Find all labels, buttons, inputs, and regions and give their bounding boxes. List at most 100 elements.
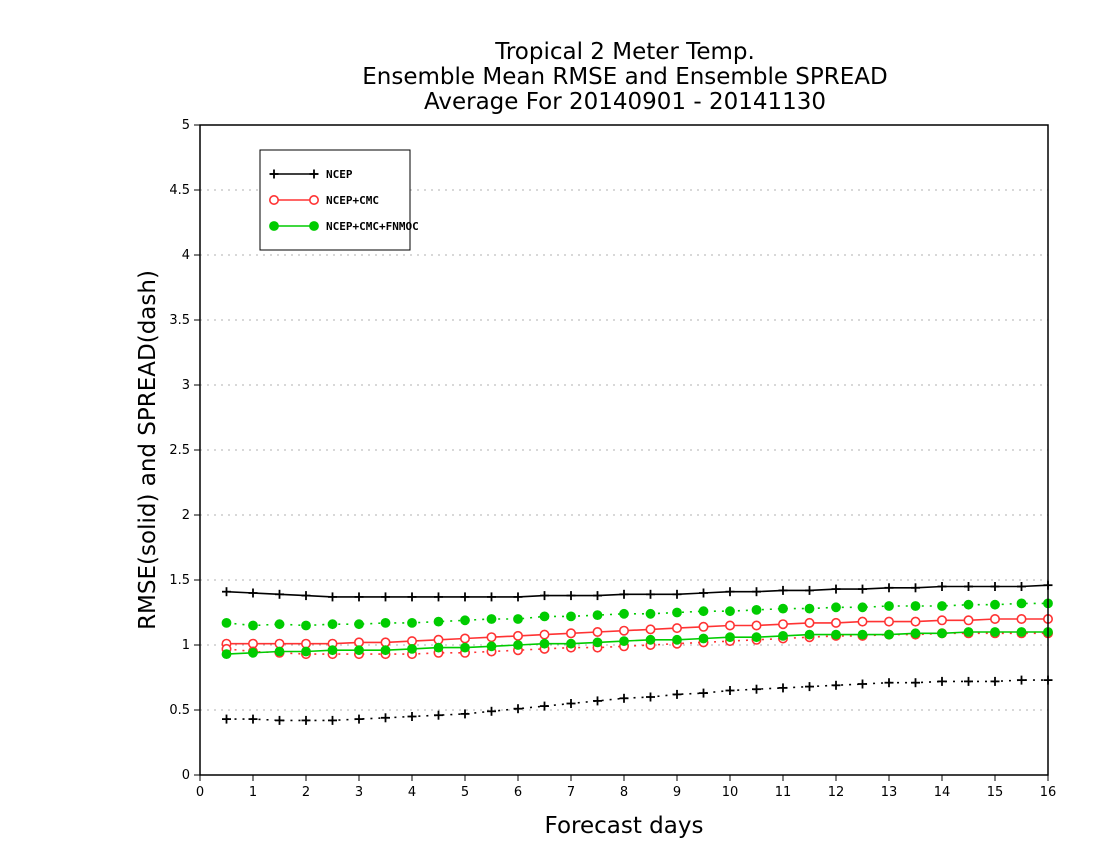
x-tick-label: 9 (673, 785, 681, 800)
x-tick-label: 11 (775, 785, 792, 800)
y-tick-label: 0.5 (169, 703, 190, 718)
series-point (963, 627, 974, 637)
series-point (327, 645, 338, 656)
series-point (308, 195, 319, 206)
series-point (487, 592, 496, 602)
series-line (226, 602, 1048, 627)
series-point (619, 608, 629, 619)
series-point (778, 683, 788, 693)
series-point (857, 602, 868, 613)
series-point (964, 582, 973, 591)
series-point (778, 603, 788, 614)
series-point (381, 592, 390, 602)
series-point (593, 696, 602, 706)
series-point (884, 601, 894, 611)
series-point (434, 710, 443, 720)
series-point (269, 221, 279, 231)
series-point (751, 620, 762, 631)
series-point (1017, 582, 1026, 591)
series-point (937, 582, 947, 591)
series-line (226, 679, 1048, 722)
series-point (433, 642, 444, 653)
chart-title-line-2: Ensemble Mean RMSE and Ensemble SPREAD (362, 64, 887, 90)
y-tick-label: 4 (182, 248, 190, 263)
y-tick-label: 1.5 (169, 573, 190, 588)
series-point (725, 632, 735, 643)
series-point (778, 585, 788, 595)
series-point (460, 592, 470, 602)
series-point (381, 713, 390, 723)
series-point (1016, 627, 1027, 637)
series-point (248, 714, 258, 724)
x-tick-label: 7 (567, 785, 575, 800)
series-point (221, 649, 232, 659)
series-point (354, 592, 364, 602)
series-line (226, 584, 1049, 598)
series-point (565, 628, 576, 639)
x-tick-label: 1 (249, 785, 257, 800)
series-point (301, 620, 311, 631)
series-point (964, 676, 973, 686)
series-point (698, 621, 709, 632)
series-point (672, 689, 682, 699)
y-tick-label: 3 (182, 378, 190, 393)
x-tick-label: 10 (722, 785, 739, 800)
y-tick-label: 1 (182, 638, 190, 653)
series-point (274, 619, 285, 630)
series-point (592, 637, 603, 648)
series-point (804, 629, 815, 640)
series-point (910, 601, 921, 611)
series-point (460, 642, 470, 653)
series-point (540, 591, 549, 601)
series-point (752, 587, 761, 597)
series-point (269, 169, 279, 179)
series-point (407, 644, 417, 654)
series-point (857, 616, 868, 627)
series-point (354, 714, 364, 724)
series-point (646, 589, 655, 599)
legend-item: NCEP (269, 168, 353, 181)
series-point (963, 615, 974, 626)
legend-label: NCEP+CMC (326, 194, 379, 207)
x-tick-label: 8 (620, 785, 628, 800)
series-point (460, 615, 470, 626)
series-point (884, 629, 894, 640)
series-point (646, 692, 655, 702)
y-tick-label: 3.5 (169, 313, 190, 328)
series-point (699, 588, 708, 598)
series-point (672, 589, 682, 599)
series-point (884, 583, 894, 593)
series-point (645, 624, 656, 635)
series-point (486, 632, 497, 643)
legend: NCEP NCEP+CMC NCEP+CMC+FNMOC (259, 149, 419, 251)
series-point (434, 592, 443, 602)
y-tick-label: 2 (182, 508, 190, 523)
series-point (883, 616, 894, 627)
series-point (407, 618, 417, 628)
y-tick-label: 4.5 (169, 183, 190, 198)
series-point (486, 614, 497, 624)
series-point (698, 606, 709, 617)
series-point (460, 709, 470, 719)
series-point (328, 715, 337, 725)
series-point (805, 585, 814, 595)
series-point (433, 616, 444, 627)
series-point (910, 628, 921, 639)
series-point (1017, 675, 1026, 685)
series-point (963, 599, 974, 610)
x-axis-label: Forecast days (545, 813, 704, 839)
series-point (699, 688, 708, 698)
series-point (804, 617, 815, 628)
series-point (539, 638, 550, 649)
x-tick-label: 3 (355, 785, 363, 800)
legend-label: NCEP (326, 168, 353, 181)
x-tick-label: 13 (881, 785, 898, 800)
x-tick-label: 12 (828, 785, 845, 800)
series-point (618, 625, 629, 636)
series-point (725, 587, 735, 597)
series-point (884, 678, 894, 688)
series-point (513, 704, 523, 714)
legend-label: NCEP+CMC+FNMOC (326, 220, 419, 233)
series-point (990, 599, 1000, 610)
series-point (805, 682, 814, 692)
